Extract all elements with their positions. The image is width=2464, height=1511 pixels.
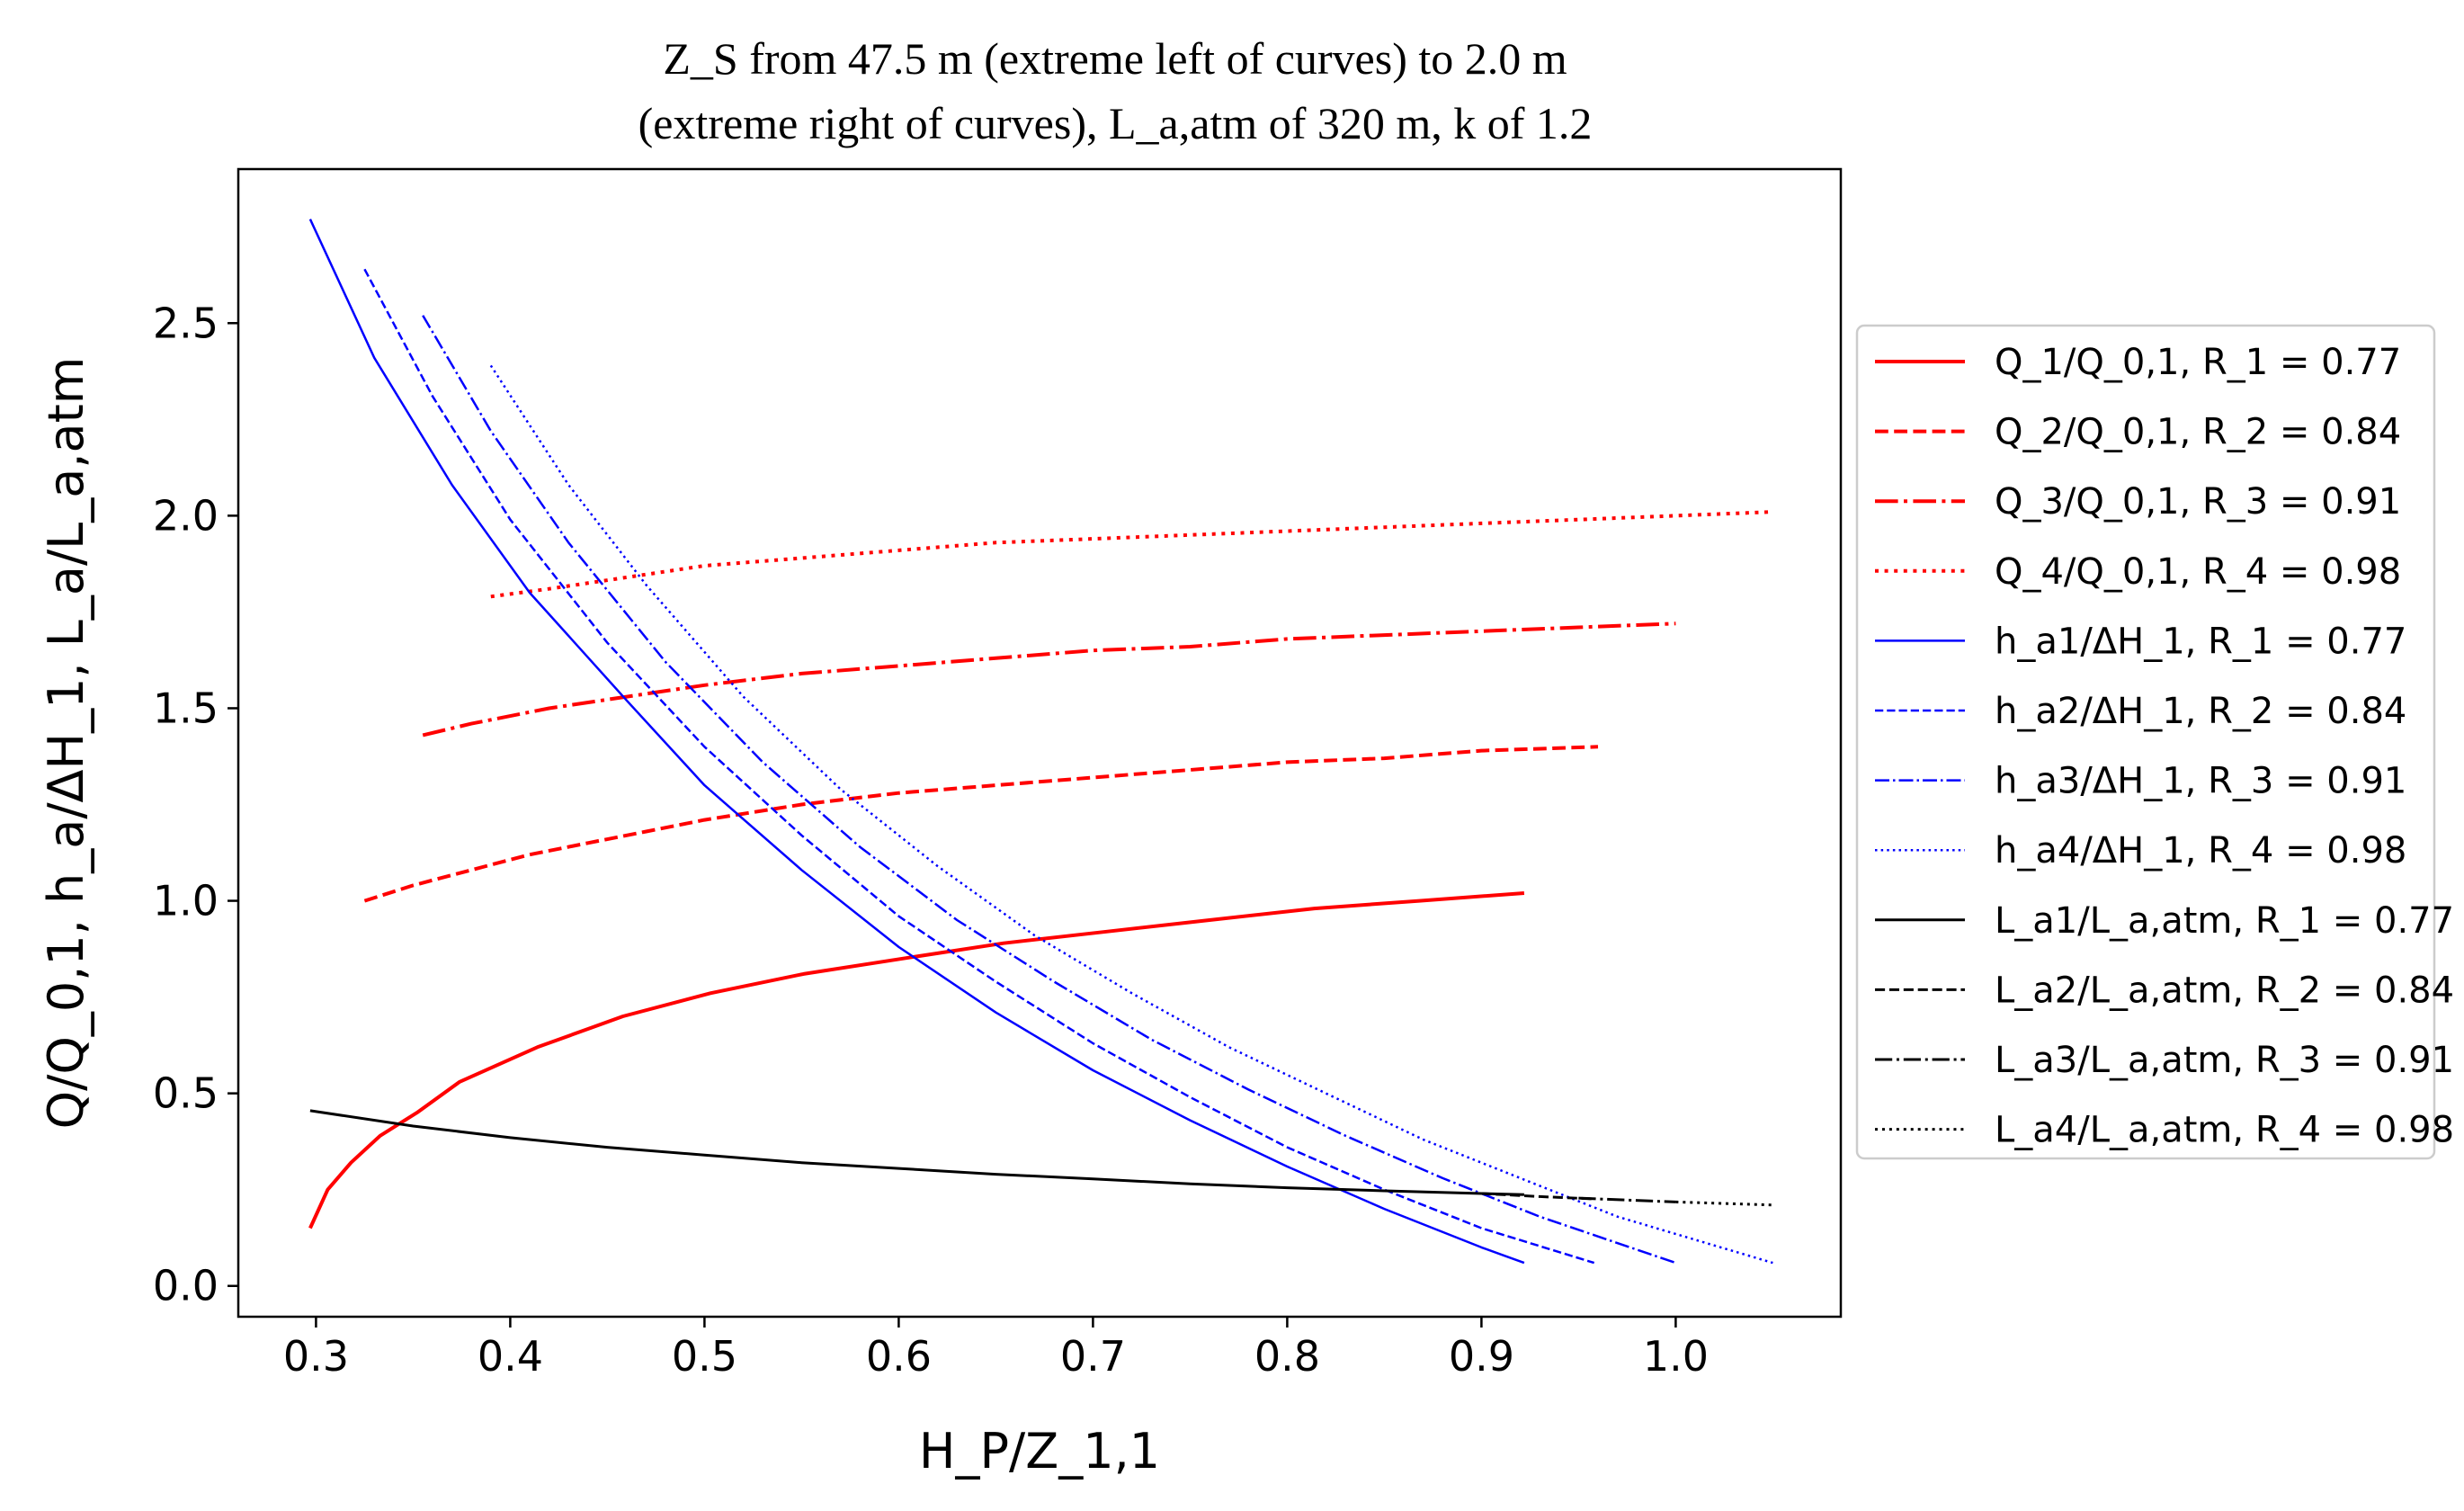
legend-label-6: h_a2/ΔH_1, R_2 = 0.84 xyxy=(1995,691,2406,732)
series-line-5 xyxy=(308,219,1525,1265)
legend-label-3: Q_3/Q_0,1, R_3 = 0.91 xyxy=(1995,481,2401,523)
x-tick-label: 0.8 xyxy=(1254,1332,1320,1381)
legend-label-4: Q_4/Q_0,1, R_4 = 0.98 xyxy=(1995,551,2401,593)
series-line-3 xyxy=(422,621,1676,738)
y-axis-ticks: 0.0 0.5 1.0 1.5 2.0 2.5 xyxy=(153,299,238,1310)
series-line-11 xyxy=(1578,1196,1676,1203)
x-tick-label: 1.0 xyxy=(1643,1332,1709,1381)
x-tick-label: 0.6 xyxy=(866,1332,932,1381)
x-tick-label: 0.7 xyxy=(1060,1332,1126,1381)
x-axis-ticks: 0.3 0.4 0.5 0.6 0.7 0.8 0.9 1.0 xyxy=(283,1317,1709,1381)
legend-label-2: Q_2/Q_0,1, R_2 = 0.84 xyxy=(1995,412,2401,453)
series-lines xyxy=(308,219,1773,1265)
series-line-4 xyxy=(490,510,1773,599)
legend-label-10: L_a2/L_a,atm, R_2 = 0.84 xyxy=(1995,970,2454,1011)
legend-label-11: L_a3/L_a,atm, R_3 = 0.91 xyxy=(1995,1040,2454,1081)
x-tick-label: 0.5 xyxy=(672,1332,737,1381)
series-line-12 xyxy=(1675,1200,1773,1207)
legend-label-5: h_a1/ΔH_1, R_1 = 0.77 xyxy=(1995,621,2406,662)
series-line-10 xyxy=(1481,1192,1594,1201)
legend-label-8: h_a4/ΔH_1, R_4 = 0.98 xyxy=(1995,830,2406,872)
series-line-2 xyxy=(363,745,1599,903)
legend-items: Q_1/Q_0,1, R_1 = 0.77 Q_2/Q_0,1, R_2 = 0.… xyxy=(1875,342,2454,1151)
y-tick-label: 2.5 xyxy=(153,299,219,347)
x-tick-label: 0.4 xyxy=(478,1332,543,1381)
x-axis-label: H_P/Z_1,1 xyxy=(919,1423,1160,1480)
legend-label-7: h_a3/ΔH_1, R_3 = 0.91 xyxy=(1995,761,2406,802)
series-line-6 xyxy=(363,268,1595,1265)
chart-title-line-1: Z_S from 47.5 m (extreme left of curves)… xyxy=(663,33,1567,84)
legend-label-1: Q_1/Q_0,1, R_1 = 0.77 xyxy=(1995,342,2401,383)
y-tick-label: 1.5 xyxy=(153,684,219,732)
y-tick-label: 2.0 xyxy=(153,491,219,540)
legend-frame xyxy=(1855,324,2436,1160)
series-line-9 xyxy=(309,1109,1524,1196)
y-tick-label: 1.0 xyxy=(153,877,219,925)
y-axis-label: Q/Q_0,1, h_a/ΔH_1, L_a/L_a,atm xyxy=(38,357,94,1130)
legend-label-9: L_a1/L_a,atm, R_1 = 0.77 xyxy=(1995,900,2454,942)
legend: Q_1/Q_0,1, R_1 = 0.77 Q_2/Q_0,1, R_2 = 0.… xyxy=(1855,324,2454,1160)
x-tick-label: 0.9 xyxy=(1449,1332,1514,1381)
y-tick-label: 0.0 xyxy=(153,1262,219,1310)
plot-frame xyxy=(237,167,1843,1319)
series-line-7 xyxy=(422,315,1676,1265)
x-tick-label: 0.3 xyxy=(283,1332,349,1381)
legend-label-12: L_a4/L_a,atm, R_4 = 0.98 xyxy=(1995,1110,2454,1151)
chart-title-line-2: (extreme right of curves), L_a,atm of 32… xyxy=(638,98,1593,148)
series-line-8 xyxy=(489,364,1773,1265)
series-line-1 xyxy=(308,891,1525,1229)
y-tick-label: 0.5 xyxy=(153,1069,219,1118)
